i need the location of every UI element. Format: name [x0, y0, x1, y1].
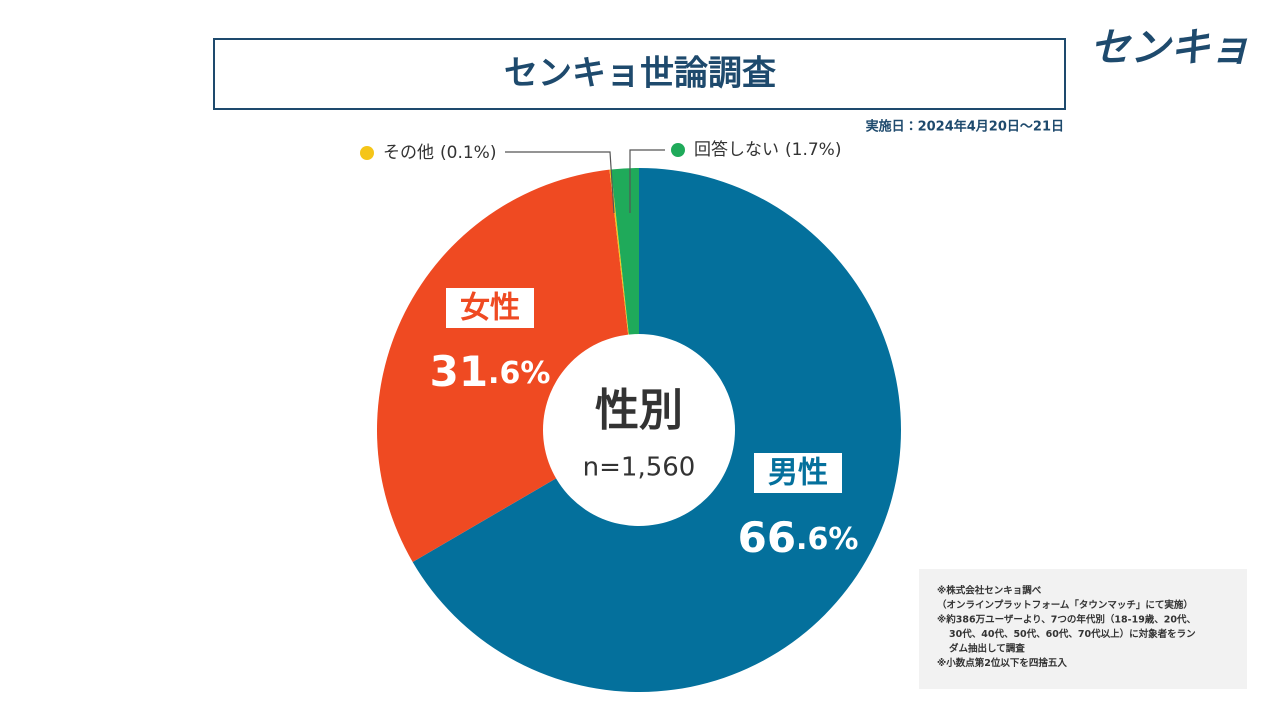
logo: センキョ: [1090, 25, 1250, 71]
outer-label: その他 (0.1%): [383, 143, 496, 163]
note-line: 30代、40代、50代、60代、70代以上）に対象者をラン: [949, 628, 1196, 640]
category-label: 女性: [460, 291, 520, 326]
value-label: (0.1%): [440, 143, 496, 163]
category-label: 回答しない: [694, 139, 779, 160]
note-line: ※株式会社センキョ調べ: [937, 585, 1042, 597]
title-box: [213, 38, 1066, 110]
note-line: ※小数点第2位以下を四捨五入: [937, 657, 1067, 669]
note-line: （オンラインプラットフォーム「タウンマッチ」にて実施）: [937, 599, 1193, 611]
leader-line: [505, 151, 615, 214]
center-label: 性別: [595, 385, 683, 436]
value-label: 66.6%: [738, 513, 859, 562]
outer-label: 回答しない (1.7%): [694, 139, 841, 160]
note-line: ダム抽出して調査: [949, 643, 1025, 655]
center-sublabel: n=1,560: [583, 453, 696, 483]
category-label: 男性: [768, 456, 828, 491]
legend-dot: [671, 143, 685, 157]
donut-hole: [543, 334, 735, 526]
leader-line: [629, 149, 665, 213]
survey-date: 実施日：2024年4月20日～21日: [866, 119, 1064, 135]
notes-box: [919, 569, 1247, 689]
value-label: (1.7%): [785, 140, 841, 160]
category-label: その他: [383, 143, 434, 163]
chart-title: センキョ世論調査: [504, 54, 776, 94]
legend-dot: [360, 146, 374, 160]
value-label: 31.6%: [430, 347, 551, 396]
category-label-box: [446, 288, 534, 328]
note-line: ※約386万ユーザーより、7つの年代別（18-19歳、20代、: [937, 614, 1196, 626]
category-label-box: [754, 453, 842, 493]
